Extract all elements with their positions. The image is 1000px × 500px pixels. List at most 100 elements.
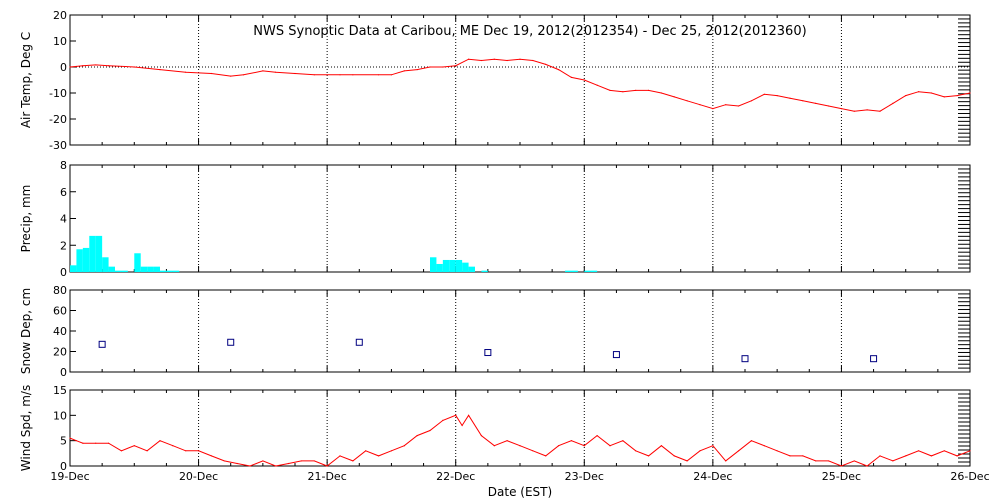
data-point — [275, 465, 277, 467]
data-point — [242, 74, 245, 76]
data-point — [455, 65, 457, 67]
data-point — [545, 63, 547, 65]
data-point — [956, 455, 958, 457]
precip-bar — [76, 249, 83, 272]
data-point — [570, 440, 573, 442]
data-point — [712, 445, 714, 447]
precip-bar — [172, 270, 180, 272]
data-point — [776, 95, 778, 97]
data-point — [545, 455, 547, 457]
data-point — [442, 66, 444, 68]
data-point — [95, 442, 97, 444]
precip-bar — [153, 266, 160, 272]
data-point — [596, 84, 598, 86]
data-point — [159, 69, 161, 71]
data-point — [596, 435, 598, 437]
data-point — [802, 100, 804, 102]
y-tick-label: 20 — [53, 9, 67, 22]
precip-bar — [160, 270, 167, 272]
data-point — [673, 455, 675, 457]
data-point — [377, 455, 380, 457]
data-point — [635, 89, 637, 91]
data-point — [905, 455, 907, 457]
data-point — [133, 66, 135, 68]
precip-bar — [82, 247, 90, 272]
chart-title: NWS Synoptic Data at Caribou, ME Dec 19,… — [253, 24, 806, 39]
precip-bar — [115, 270, 122, 272]
precip-bar — [102, 257, 109, 272]
y-tick-label: 8 — [60, 159, 67, 172]
data-point — [737, 105, 740, 107]
data-point — [210, 455, 213, 457]
data-point — [230, 75, 232, 77]
y-tick-label: -30 — [49, 139, 67, 152]
y-tick-label: 10 — [53, 35, 67, 48]
data-point — [262, 460, 264, 462]
data-point — [480, 59, 483, 62]
data-point — [622, 91, 624, 93]
data-point — [583, 445, 585, 447]
data-point — [313, 460, 315, 462]
data-point — [712, 108, 714, 110]
precip-bar — [430, 257, 437, 272]
data-point — [570, 76, 573, 78]
data-point — [827, 105, 830, 107]
data-point — [519, 58, 521, 60]
y-tick-label: 4 — [60, 213, 67, 226]
data-point — [275, 71, 277, 73]
data-point — [352, 74, 354, 76]
precip-bar — [442, 259, 450, 272]
precip-bar — [95, 235, 103, 272]
data-point — [969, 92, 971, 94]
plot-frame — [69, 164, 971, 273]
data-point — [352, 460, 354, 462]
data-point — [480, 435, 483, 437]
snow-depth-point — [227, 338, 235, 346]
data-point — [853, 460, 855, 462]
data-point — [956, 95, 958, 97]
y-tick-label: 40 — [53, 325, 67, 338]
data-point — [943, 96, 945, 98]
data-point — [969, 450, 971, 452]
data-point — [853, 110, 855, 112]
precip-bar — [584, 270, 591, 272]
snow-depth-point — [870, 355, 878, 363]
data-point — [840, 108, 843, 110]
y-tick-label: 0 — [60, 266, 67, 279]
data-point — [390, 74, 393, 76]
data-point — [146, 450, 148, 452]
data-point — [403, 445, 405, 447]
data-point — [467, 58, 470, 60]
data-point — [737, 450, 740, 452]
precip-bar — [70, 265, 77, 272]
precip-bar — [565, 270, 572, 272]
y-tick-label: 0 — [60, 61, 67, 74]
data-point — [699, 450, 701, 452]
data-point — [802, 455, 804, 457]
data-point — [609, 445, 611, 447]
data-point — [82, 442, 84, 444]
data-point — [827, 460, 830, 462]
y-tick-label: 10 — [53, 409, 67, 422]
data-point — [506, 59, 508, 62]
data-point — [789, 455, 791, 457]
data-point — [326, 465, 328, 467]
data-point — [339, 74, 341, 76]
x-axis-title: Date (EST) — [488, 485, 552, 499]
data-point — [879, 455, 881, 457]
data-point — [750, 100, 753, 102]
panel-precip: 8 6 4 2 0 Precip, mm — [19, 159, 971, 279]
x-tick-label: 25-Dec — [822, 470, 861, 483]
snow-depth-point — [355, 338, 363, 346]
data-point — [429, 66, 431, 68]
snow-depth-point — [612, 351, 620, 359]
data-point — [557, 69, 560, 71]
data-point — [210, 72, 213, 75]
data-point — [416, 435, 418, 437]
data-point — [892, 460, 894, 462]
data-point — [686, 460, 688, 462]
data-point — [223, 460, 225, 462]
data-point — [532, 450, 534, 452]
